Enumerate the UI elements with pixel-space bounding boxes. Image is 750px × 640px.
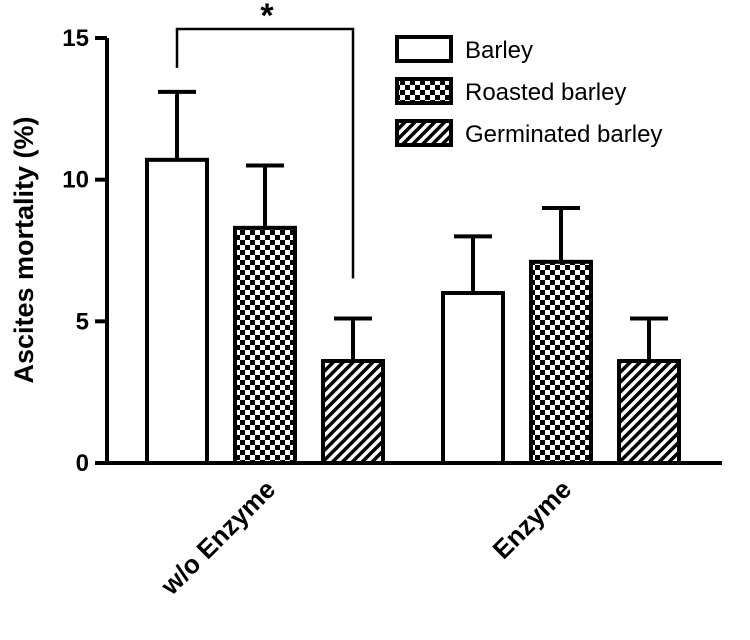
significance-line [175,27,355,279]
significance-label: * [260,0,274,35]
legend-label: Roasted barley [465,79,626,106]
y-ticks: 0 5 10 15 [62,25,107,477]
legend: Barley Roasted barley Germinated barley [395,35,662,148]
legend-swatch [395,35,453,63]
legend-swatch [395,77,453,105]
y-tick-label: 0 [76,450,89,477]
bar [617,359,681,465]
significance-bracket: * [175,0,355,279]
legend-label: Germinated barley [465,121,662,148]
y-tick-label: 10 [62,167,89,194]
bar [321,359,385,465]
bar [145,157,209,465]
x-labels: w/o Enzyme Enzyme [154,474,577,601]
bars [145,89,681,466]
y-tick-label: 15 [62,25,89,52]
y-axis-label: Ascites mortality (%) [9,116,39,383]
bar [233,225,297,465]
legend-swatch [395,119,453,147]
legend-label: Barley [465,37,533,64]
x-category-label: w/o Enzyme [154,474,281,601]
bar [529,259,593,466]
x-category-label: Enzyme [487,474,578,565]
bar [441,291,505,465]
y-tick-label: 5 [76,308,89,335]
